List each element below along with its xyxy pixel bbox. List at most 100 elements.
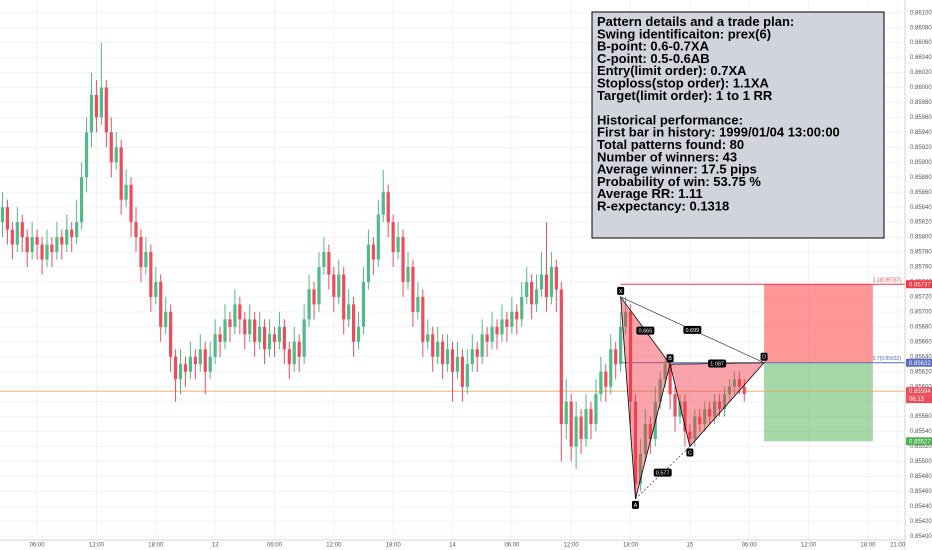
plot: 1.1(0.85737) 0.7(0.85632) 0.665 0.699 1.087 0… <box>0 42 905 509</box>
candle-body <box>302 319 306 357</box>
candle-body <box>569 401 573 447</box>
candle-body <box>396 237 400 253</box>
candle-body <box>149 252 153 297</box>
candle-body <box>188 356 192 372</box>
candle-body <box>277 326 282 342</box>
candle-body <box>193 356 197 365</box>
candle-body <box>60 237 64 245</box>
candle-body <box>75 222 79 238</box>
candle-body <box>515 311 519 320</box>
candle-body <box>322 252 326 268</box>
entry-flag-label: 0.85632 <box>909 361 931 367</box>
y-tick-label: 0.85520 <box>910 444 932 450</box>
candle-body <box>243 319 247 335</box>
candle-body <box>549 267 554 297</box>
info-title: Pattern details and a trade plan: <box>597 14 794 29</box>
info-line: C-point: 0.5-0.6AB <box>597 51 710 66</box>
candle-body <box>539 274 544 290</box>
candle-body <box>109 132 113 163</box>
y-tick-label: 0.85480 <box>910 474 932 480</box>
point-label: D <box>762 355 766 361</box>
y-tick-label: 0.85640 <box>910 354 932 360</box>
candle-body <box>282 326 286 350</box>
candle-body <box>307 289 311 320</box>
point-badge <box>631 500 639 509</box>
candle-body <box>673 394 677 417</box>
candle-body <box>500 319 504 335</box>
candle-body <box>238 304 242 320</box>
candle-body <box>178 364 183 380</box>
candle-body <box>5 207 10 230</box>
candle-body <box>643 424 647 454</box>
candle-body <box>253 319 257 342</box>
candle-body <box>89 94 94 133</box>
x-tick-label: 12:00 <box>326 543 342 549</box>
candle-body <box>79 177 84 223</box>
y-tick-label: 0.85400 <box>910 534 932 540</box>
candle-body <box>683 401 687 432</box>
candle-body <box>203 349 207 372</box>
point-badge <box>686 448 694 457</box>
candle-body <box>534 289 539 305</box>
candle-body <box>124 184 128 200</box>
candle-body <box>114 147 118 163</box>
x-tick-label: 06:00 <box>504 543 520 549</box>
candle-body <box>287 349 291 365</box>
candle-body <box>272 334 277 342</box>
y-tick-label: 0.86000 <box>910 85 932 91</box>
x-tick-label: 06:00 <box>30 543 46 549</box>
y-tick-label: 0.85880 <box>910 175 932 181</box>
candle-body <box>139 237 143 268</box>
candle-body <box>732 379 736 387</box>
candle-body <box>248 319 252 335</box>
candle-body <box>65 229 69 245</box>
y-tick-label: 0.85540 <box>910 429 932 435</box>
candle-body <box>361 281 366 327</box>
candle-body <box>312 289 316 305</box>
candle-body <box>99 87 103 118</box>
info-line: Average winner: 17.5 pips <box>597 162 757 177</box>
point-label: C <box>688 450 692 456</box>
candle-body <box>460 356 464 387</box>
candle-body <box>633 401 638 484</box>
candle-body <box>480 334 484 357</box>
candle-body <box>391 222 395 253</box>
y-tick-label: 0.85460 <box>910 489 932 495</box>
candle-body <box>94 94 99 118</box>
info-line: B-point: 0.6-0.7XA <box>597 39 710 54</box>
candle-body <box>431 334 435 357</box>
info-line: Swing identificaiton: prex(6) <box>597 26 771 41</box>
candle-body <box>450 349 455 372</box>
candle-body <box>579 416 583 440</box>
info-line: Entry(limit order): 0.7XA <box>597 63 747 78</box>
candle-body <box>475 349 479 357</box>
candle-body <box>183 364 188 372</box>
x-tick-label: 06:00 <box>742 543 758 549</box>
candle-body <box>668 364 672 395</box>
candle-body <box>628 311 633 402</box>
candle-body <box>495 326 499 335</box>
x-tick-label: 15 <box>687 543 694 549</box>
info-subtitle: Historical performance: <box>597 112 743 127</box>
candle-body <box>134 222 138 238</box>
last-price-flag <box>906 387 932 396</box>
candle-body <box>154 281 158 297</box>
x-tick-label: 18:00 <box>148 543 164 549</box>
candle-body <box>292 341 296 365</box>
candle-body <box>35 237 39 245</box>
info-line: Average RR: 1.11 <box>597 186 703 201</box>
info-line: Target(limit order): 1 to 1 RR <box>597 88 773 103</box>
x-tick-label: 18:00 <box>860 543 876 549</box>
candle-body <box>169 311 173 357</box>
y-tick-label: 0.86080 <box>910 25 932 31</box>
y-tick-label: 0.85700 <box>910 309 932 315</box>
candle-body <box>371 244 375 260</box>
candle-body <box>129 184 133 223</box>
target-flag-label: 0.85527 <box>909 439 931 445</box>
candle-body <box>520 296 524 320</box>
candle-body <box>436 341 440 357</box>
countdown-flag <box>906 395 932 404</box>
ratio-label: 1.087 <box>710 361 724 367</box>
x-tick-label: 21:00 <box>890 543 906 549</box>
candle-body <box>678 401 682 417</box>
